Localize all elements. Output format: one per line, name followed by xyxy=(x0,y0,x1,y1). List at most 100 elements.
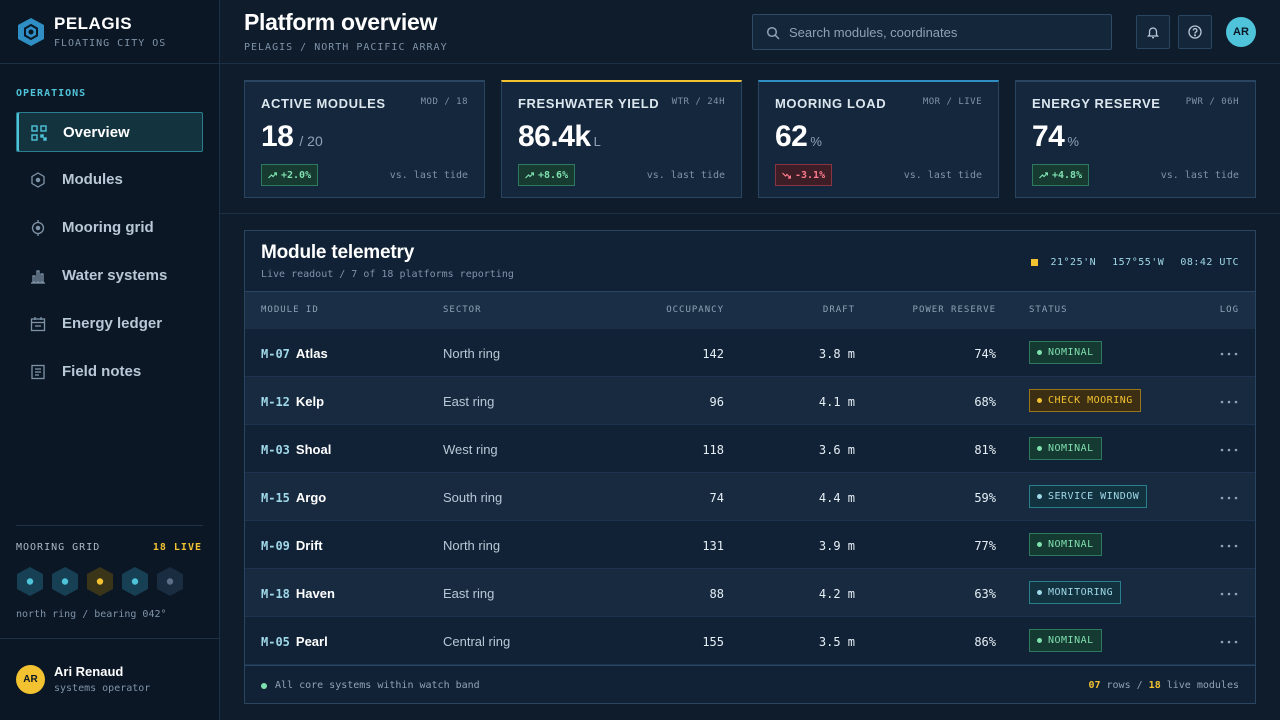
table-row[interactable]: M-18 Haven East ring 88 4.2 m 63% MONITOR… xyxy=(245,569,1255,617)
utc-time: 08:42 UTC xyxy=(1180,256,1239,268)
mooring-node[interactable] xyxy=(86,566,114,597)
table-row[interactable]: M-09 Drift North ring 131 3.9 m 77% NOMIN… xyxy=(245,521,1255,569)
status-badge: CHECK MOORING xyxy=(1029,389,1141,412)
table-row[interactable]: M-05 Pearl Central ring 155 3.5 m 86% NOM… xyxy=(245,617,1255,665)
footer-note: All core systems within watch band xyxy=(275,680,480,691)
table-row[interactable]: M-12 Kelp East ring 96 4.1 m 68% CHECK MO… xyxy=(245,377,1255,425)
more-options-icon[interactable] xyxy=(1219,349,1239,359)
column-header-log[interactable]: LOG xyxy=(1219,305,1239,315)
card-code: MOD / 18 xyxy=(420,97,468,107)
column-header-module-id[interactable]: MODULE ID xyxy=(261,305,319,315)
card-value: 18 / 20 xyxy=(261,120,323,154)
sector-cell: Central ring xyxy=(443,634,511,649)
module-name: Argo xyxy=(295,490,327,505)
breadcrumb: PELAGIS / NORTH PACIFIC ARRAY xyxy=(244,42,448,53)
mooring-node[interactable] xyxy=(51,566,79,597)
card-compare: vs. last tide xyxy=(903,170,982,181)
status-badge: NOMINAL xyxy=(1029,341,1102,364)
module-id-cell: M-09 Drift xyxy=(261,538,323,553)
column-header-sector[interactable]: SECTOR xyxy=(443,305,482,315)
row-count-label: rows / xyxy=(1106,680,1143,691)
stat-card-energy-reserve[interactable]: ENERGY RESERVE PWR / 06H 74% +4.8% vs. l… xyxy=(1015,80,1256,198)
user-role: systems operator xyxy=(54,683,151,694)
stat-card-mooring-load[interactable]: MOORING LOAD MOR / LIVE 62% -3.1% vs. la… xyxy=(758,80,999,198)
status-label: NOMINAL xyxy=(1048,539,1094,550)
occupancy-cell: 155 xyxy=(702,635,724,649)
draft-cell: 4.4 m xyxy=(818,491,855,505)
sidebar-item-water-systems[interactable]: Water systems xyxy=(16,256,203,296)
mooring-node[interactable] xyxy=(121,566,149,597)
status-label: NOMINAL xyxy=(1048,347,1094,358)
footer-counts: 07 rows / 18 live modules xyxy=(1088,680,1239,691)
divider xyxy=(0,638,219,639)
status-label: SERVICE WINDOW xyxy=(1048,491,1140,502)
user-avatar[interactable]: AR xyxy=(16,665,45,694)
status-dot-icon xyxy=(1037,350,1042,355)
column-header-draft[interactable]: DRAFT xyxy=(822,305,855,315)
mooring-node[interactable] xyxy=(16,566,44,597)
mooring-node[interactable] xyxy=(156,566,184,597)
table-row[interactable]: M-03 Shoal West ring 118 3.6 m 81% NOMINA… xyxy=(245,425,1255,473)
table-header: MODULE ID SECTOR OCCUPANCY DRAFT POWER R… xyxy=(245,291,1255,329)
longitude: 157°55'W xyxy=(1112,256,1165,268)
table-row[interactable]: M-07 Atlas North ring 142 3.8 m 74% NOMIN… xyxy=(245,329,1255,377)
sidebar-nav: Overview Modules Mooring grid Water syst… xyxy=(16,112,203,400)
status-label: NOMINAL xyxy=(1048,635,1094,646)
stat-card-active-modules[interactable]: ACTIVE MODULES MOD / 18 18 / 20 +2.0% vs.… xyxy=(244,80,485,198)
stat-card-freshwater-yield[interactable]: FRESHWATER YIELD WTR / 24H 86.4k L +8.6% … xyxy=(501,80,742,198)
search-bar[interactable] xyxy=(752,14,1112,50)
status-dot-icon xyxy=(1037,542,1042,547)
profile-avatar[interactable]: AR xyxy=(1226,17,1256,47)
sidebar-item-modules[interactable]: Modules xyxy=(16,160,203,200)
card-code: WTR / 24H xyxy=(671,97,725,107)
module-telemetry-panel: Module telemetry Live readout / 7 of 18 … xyxy=(244,230,1256,704)
more-options-icon[interactable] xyxy=(1219,397,1239,407)
value-unit: L xyxy=(593,134,601,149)
table-footer: All core systems within watch band 07 ro… xyxy=(245,665,1255,703)
occupancy-cell: 131 xyxy=(702,539,724,553)
module-id-cell: M-12 Kelp xyxy=(261,394,324,409)
card-title: FRESHWATER YIELD xyxy=(518,96,660,111)
module-name: Drift xyxy=(295,538,323,553)
module-code: M-05 xyxy=(261,635,290,649)
notifications-button[interactable] xyxy=(1136,15,1170,49)
more-options-icon[interactable] xyxy=(1219,445,1239,455)
sidebar-item-energy-ledger[interactable]: Energy ledger xyxy=(16,304,203,344)
delta-badge: +2.0% xyxy=(261,164,319,186)
mooring-grid-title: MOORING GRID xyxy=(16,542,101,553)
more-options-icon[interactable] xyxy=(1219,637,1239,647)
status-label: CHECK MOORING xyxy=(1048,395,1133,406)
power-reserve-cell: 86% xyxy=(974,635,996,649)
sidebar-item-overview[interactable]: Overview xyxy=(16,112,203,152)
column-header-power-reserve[interactable]: POWER RESERVE xyxy=(912,305,996,315)
table-row[interactable]: M-15 Argo South ring 74 4.4 m 59% SERVICE… xyxy=(245,473,1255,521)
column-header-status[interactable]: STATUS xyxy=(1029,305,1068,315)
sidebar-item-label: Mooring grid xyxy=(62,219,154,236)
column-header-occupancy[interactable]: OCCUPANCY xyxy=(666,305,724,315)
search-input[interactable] xyxy=(789,15,1107,49)
status-badge: NOMINAL xyxy=(1029,629,1102,652)
card-code: PWR / 06H xyxy=(1185,97,1239,107)
power-reserve-cell: 68% xyxy=(974,395,996,409)
sidebar-item-mooring-grid[interactable]: Mooring grid xyxy=(16,208,203,248)
occupancy-cell: 74 xyxy=(709,491,724,505)
trend-up-icon xyxy=(1039,171,1048,178)
more-options-icon[interactable] xyxy=(1219,541,1239,551)
more-options-icon[interactable] xyxy=(1219,493,1239,503)
bar-chart-icon xyxy=(31,270,45,284)
sidebar-item-label: Water systems xyxy=(62,267,168,284)
delta-badge: -3.1% xyxy=(775,164,833,186)
nav-section-label: OPERATIONS xyxy=(16,88,87,99)
more-options-icon[interactable] xyxy=(1219,589,1239,599)
help-button[interactable] xyxy=(1178,15,1212,49)
module-code: M-03 xyxy=(261,443,290,457)
status-label: MONITORING xyxy=(1048,587,1114,598)
module-code: M-12 xyxy=(261,395,290,409)
document-icon xyxy=(31,364,45,380)
delta-value: +8.6% xyxy=(538,169,569,181)
sidebar-item-field-notes[interactable]: Field notes xyxy=(16,352,203,392)
module-name: Haven xyxy=(295,586,335,601)
brand-name: PELAGIS xyxy=(54,14,133,33)
brand[interactable]: PELAGIS FLOATING CITY OS xyxy=(16,14,216,50)
module-code: M-09 xyxy=(261,539,290,553)
